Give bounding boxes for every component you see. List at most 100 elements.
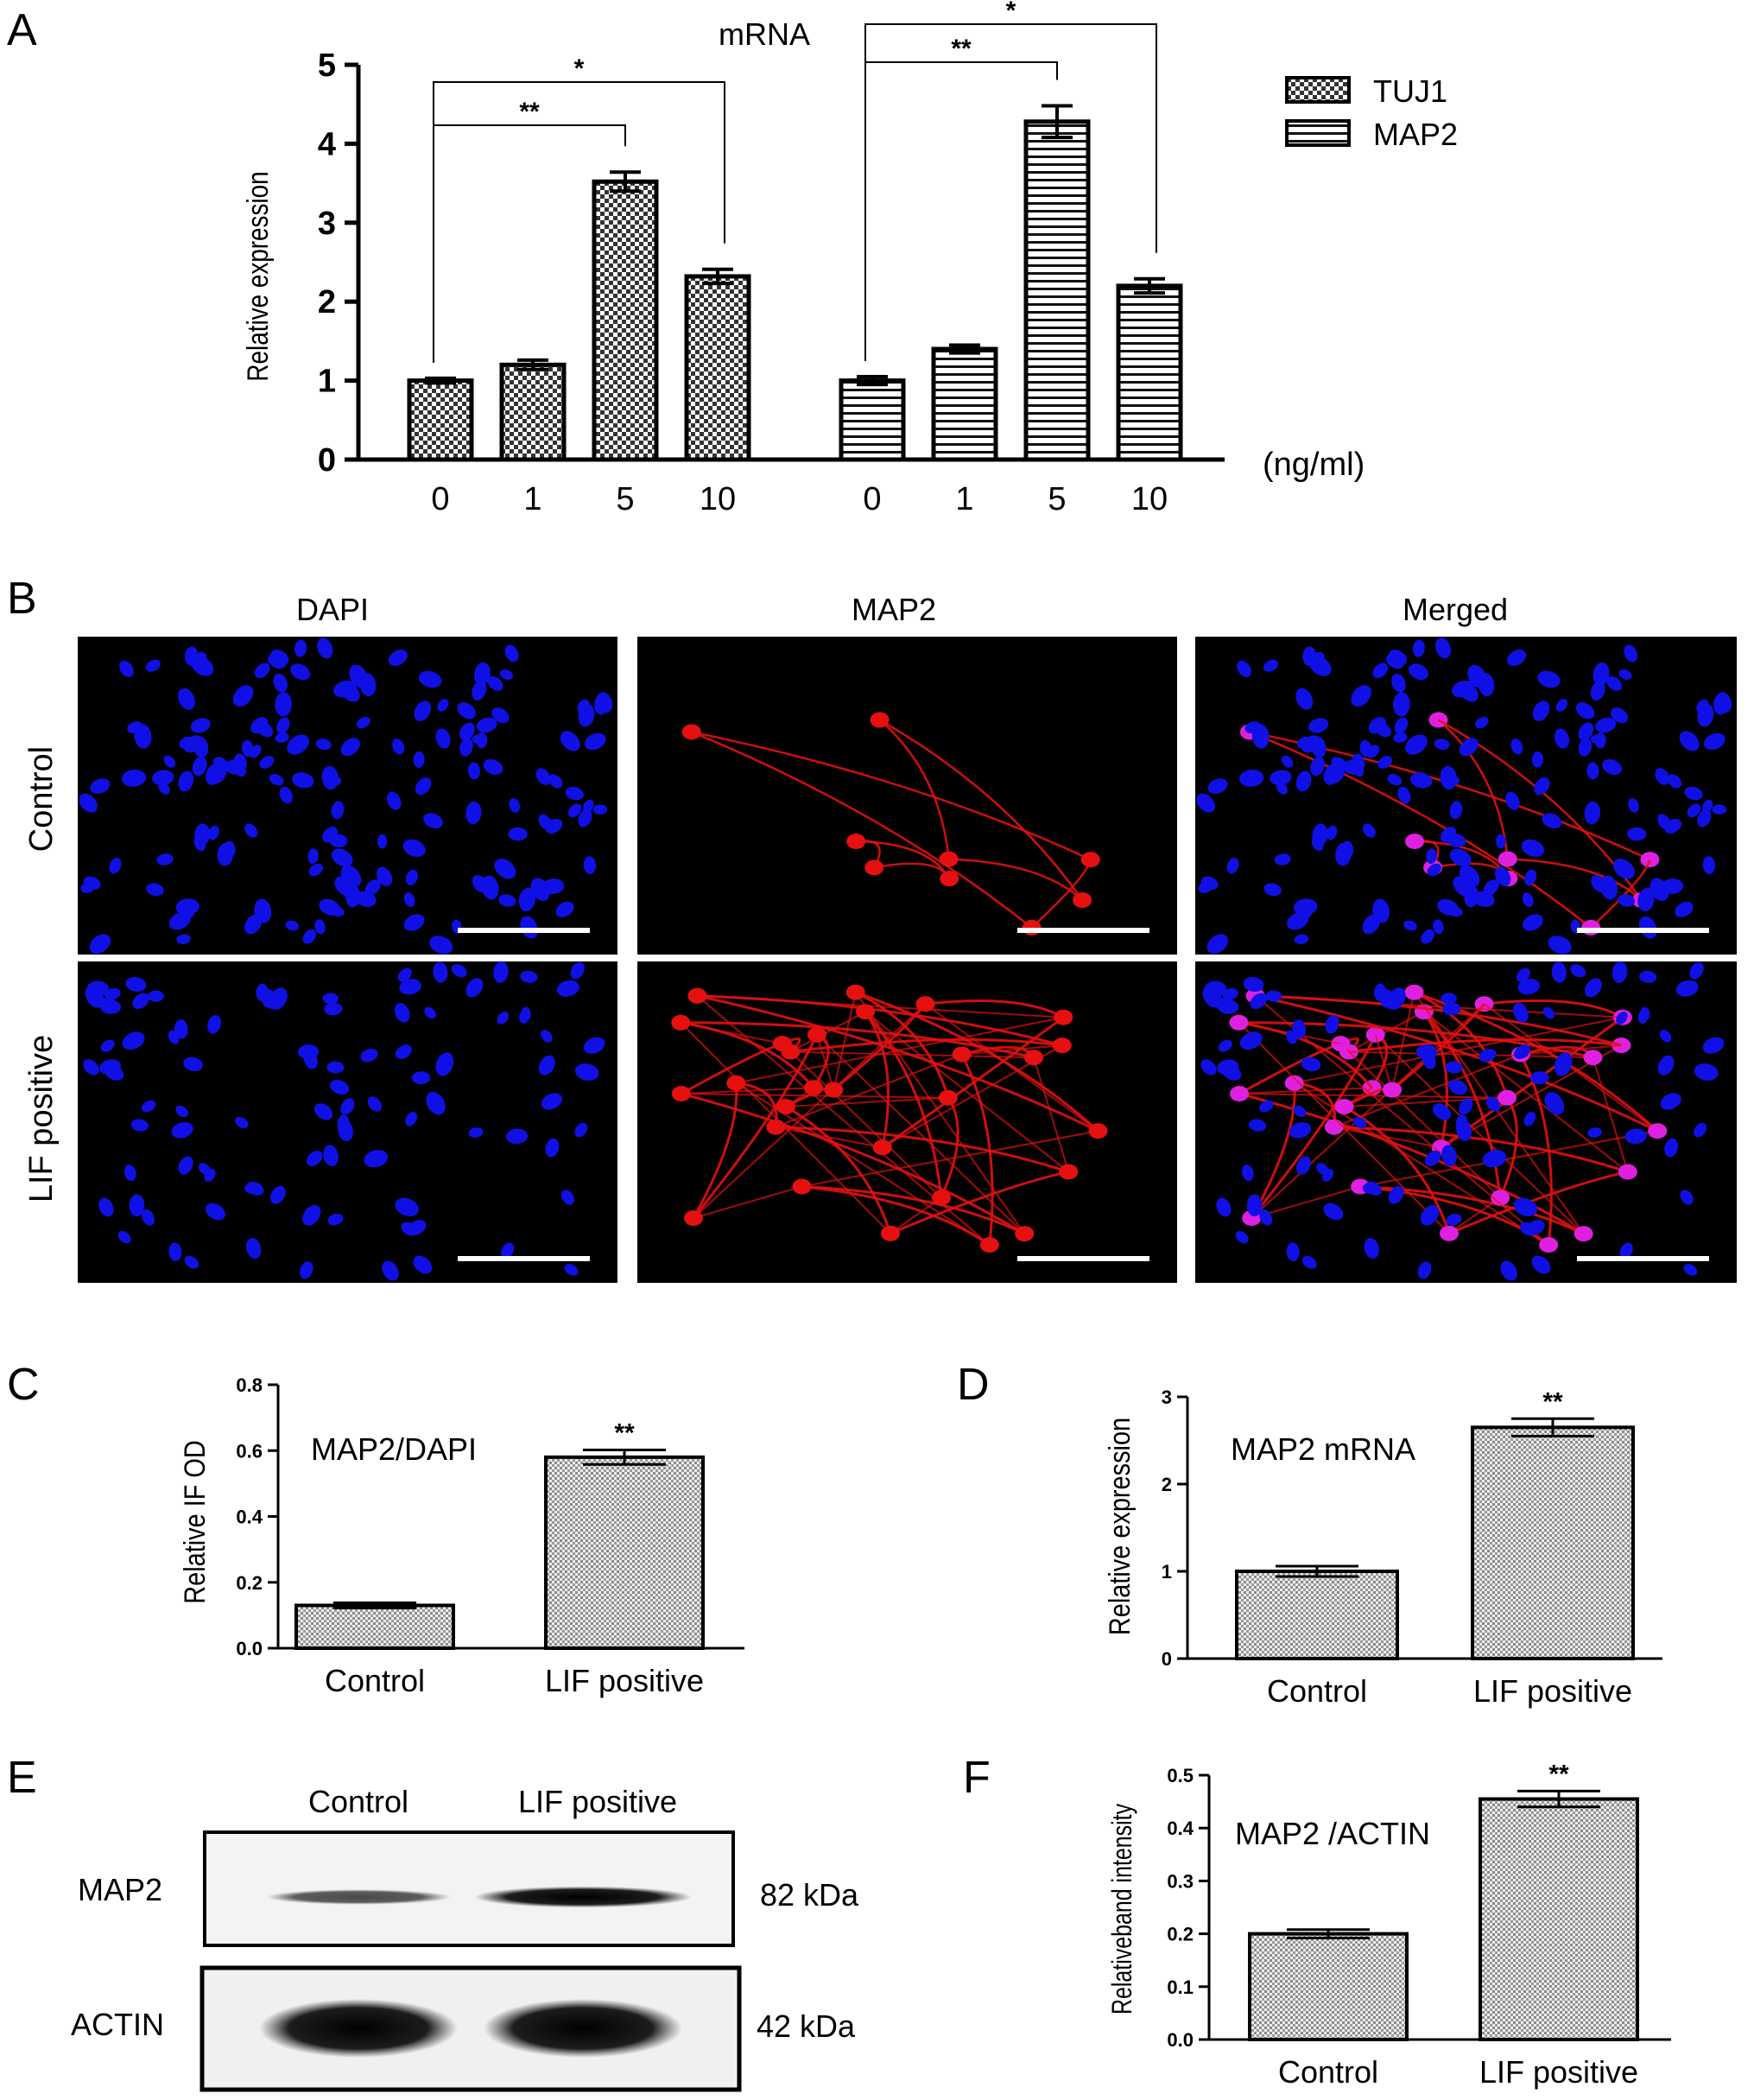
nucleus: [349, 664, 369, 688]
nucleus: [1554, 728, 1570, 749]
nucleus: [555, 901, 574, 917]
nucleus: [333, 680, 357, 698]
nucleus: [1531, 751, 1543, 768]
nucleus: [1664, 818, 1682, 834]
nucleus: [145, 659, 161, 672]
neurite: [1249, 731, 1592, 929]
significance-star: **: [1542, 1387, 1563, 1416]
nucleus: [1712, 804, 1727, 815]
nucleus: [1505, 791, 1520, 810]
nucleus: [578, 809, 592, 828]
nucleus: [83, 1059, 99, 1075]
nucleus: [146, 883, 164, 897]
nucleus: [1310, 756, 1326, 777]
nucleus: [1448, 1080, 1468, 1095]
nucleus: [1683, 1264, 1698, 1276]
nucleus: [1534, 777, 1550, 796]
nucleus: [1449, 801, 1463, 820]
nucleus: [577, 699, 590, 713]
blot-band: [484, 1999, 682, 2058]
neuron-soma: [1059, 1164, 1079, 1180]
nucleus: [1326, 825, 1338, 841]
nucleus: [1595, 717, 1617, 733]
nucleus: [315, 739, 332, 750]
nucleus: [468, 1127, 484, 1138]
panel-a-legend: TUJ1 MAP2: [1285, 73, 1458, 152]
nucleus: [1449, 848, 1472, 867]
nucleus: [545, 1138, 560, 1158]
panel-a-significance-star: *: [574, 54, 585, 83]
nucleus: [130, 1119, 149, 1132]
nucleus: [290, 663, 311, 681]
nucleus: [435, 728, 451, 749]
nucleus: [191, 656, 214, 676]
blot-band: [473, 1886, 693, 1908]
nucleus: [1675, 901, 1694, 917]
neurite: [681, 1021, 783, 1045]
nucleus: [244, 914, 263, 935]
nucleus: [500, 1242, 515, 1259]
nucleus: [1479, 1049, 1497, 1063]
panel-b-micrographs: DAPI MAP2 Merged Control LIF positive: [23, 592, 1737, 1283]
neuron-soma: [1618, 1164, 1637, 1180]
nucleus: [1198, 880, 1214, 893]
neuron-soma: [1640, 852, 1660, 868]
nucleus: [1244, 721, 1261, 733]
nucleus: [1393, 692, 1410, 717]
nucleus: [1459, 738, 1479, 757]
blot-band: [266, 1889, 451, 1905]
nucleus: [556, 980, 579, 997]
ytick-label: 0.2: [236, 1572, 263, 1594]
nucleus: [1250, 993, 1268, 1010]
band-label-map2: MAP2: [78, 1872, 162, 1907]
panel-a-ytick-label: 0: [318, 442, 336, 479]
panel-letter-e: E: [7, 1753, 37, 1803]
panel-a-ylabel: Relative expression: [241, 171, 274, 381]
nucleus: [584, 733, 606, 751]
neurite: [878, 719, 1084, 901]
neuron-soma: [1539, 1237, 1559, 1253]
neurite: [816, 1034, 835, 1090]
nucleus: [1537, 670, 1561, 688]
nucleus: [1687, 803, 1701, 818]
nucleus: [1495, 866, 1511, 886]
nucleus: [1675, 980, 1699, 997]
nucleus: [1594, 732, 1606, 749]
nucleus: [183, 1056, 203, 1072]
nucleus: [308, 863, 324, 877]
neurite: [1348, 1050, 1593, 1059]
nucleus: [1544, 1091, 1565, 1115]
nucleus: [541, 1030, 553, 1043]
neurite: [693, 1185, 802, 1220]
neuron-soma: [1080, 852, 1100, 868]
nucleus: [1263, 659, 1279, 672]
nucleus: [541, 879, 565, 894]
neurite: [1520, 1044, 1622, 1056]
panel-a-xtick-label: 1: [523, 481, 541, 517]
nucleus: [156, 853, 174, 866]
nucleus: [509, 797, 521, 813]
neuron-soma: [1334, 1099, 1354, 1115]
nucleus: [1445, 1061, 1463, 1074]
nucleus: [545, 818, 563, 834]
nucleus: [273, 673, 288, 693]
nucleus: [574, 1063, 599, 1081]
panel-f-annotation: MAP2 /ACTIN: [1235, 1816, 1430, 1851]
nucleus: [1667, 774, 1682, 789]
nucleus: [1301, 1056, 1321, 1072]
nucleus: [313, 1103, 333, 1120]
nucleus: [256, 721, 274, 738]
nucleus: [499, 669, 514, 680]
nucleus: [327, 1213, 344, 1226]
nucleus: [1590, 681, 1605, 701]
nucleus: [123, 1164, 136, 1182]
nucleus: [1485, 1096, 1501, 1112]
xtick-label: Control: [325, 1663, 425, 1698]
nucleus: [403, 892, 415, 907]
micrograph-cells: [83, 961, 605, 1281]
neurite: [785, 1096, 948, 1108]
nucleus: [538, 1055, 555, 1075]
panel-a-ytick-label: 3: [318, 206, 336, 242]
nucleus: [1422, 1050, 1436, 1069]
neurite: [1333, 1053, 1522, 1128]
